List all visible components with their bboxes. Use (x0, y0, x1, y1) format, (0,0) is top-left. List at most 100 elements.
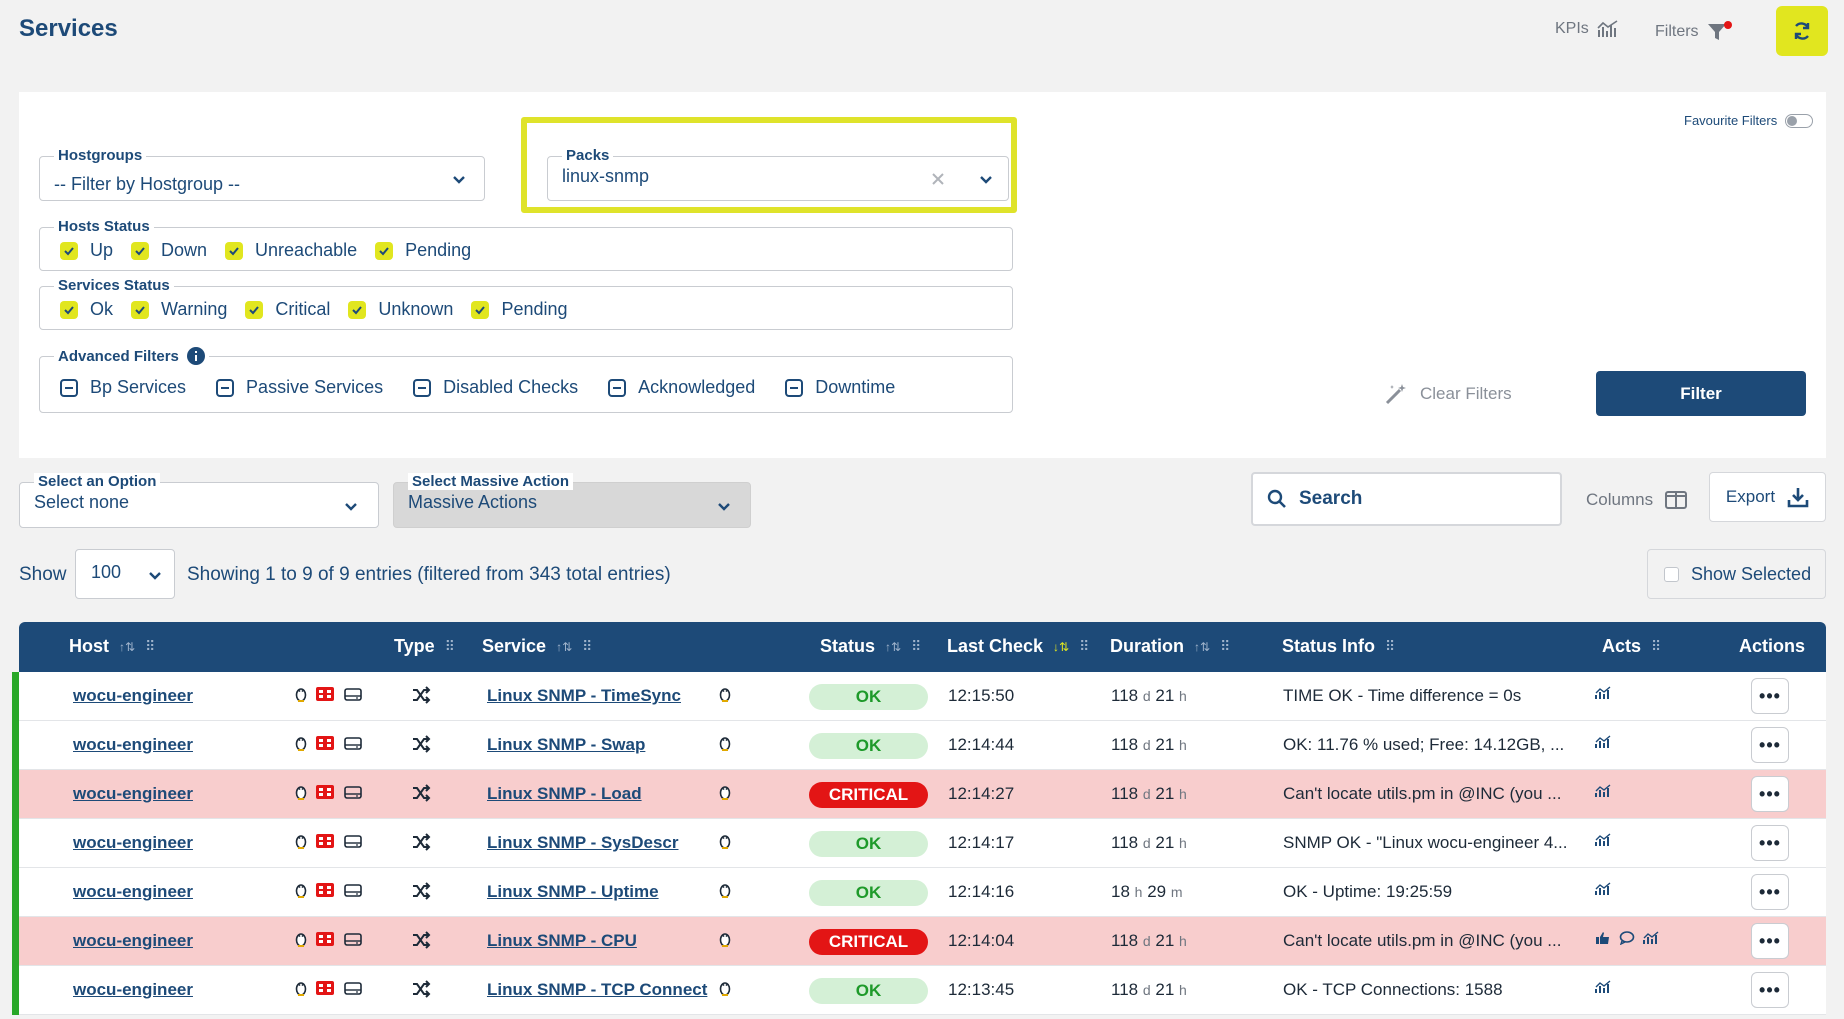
checkbox-disabled-checks[interactable]: Disabled Checks (413, 377, 578, 398)
checkbox-passive-services[interactable]: Passive Services (216, 377, 383, 398)
unchecked-icon (608, 378, 627, 397)
columns-label: Columns (1586, 490, 1654, 509)
show-selected-checkbox[interactable] (1664, 566, 1679, 582)
row-actions-button[interactable]: ••• (1751, 874, 1789, 910)
checkbox-host-down[interactable]: Down (131, 240, 207, 261)
checkbox-acknowledged[interactable]: Acknowledged (608, 377, 755, 398)
checkbox-service-unknown[interactable]: Unknown (348, 299, 453, 320)
host-link[interactable]: wocu-engineer (73, 931, 193, 950)
column-header-status-info[interactable]: Status Info ⠿ (1282, 636, 1395, 657)
clear-filters-button[interactable]: Clear Filters (1384, 382, 1512, 406)
chevron-down-icon (345, 503, 357, 511)
row-actions-button[interactable]: ••• (1751, 923, 1789, 959)
checkbox-service-pending[interactable]: Pending (471, 299, 568, 320)
checkbox-bp-services[interactable]: Bp Services (60, 377, 186, 398)
graph-icon[interactable] (1595, 686, 1611, 700)
graph-icon[interactable] (1595, 980, 1611, 994)
row-actions-button[interactable]: ••• (1751, 678, 1789, 714)
drag-handle-icon[interactable]: ⠿ (1651, 638, 1661, 654)
column-header-status[interactable]: Status ↑⇅ ⠿ (820, 636, 921, 657)
table-row[interactable]: wocu-engineer Linux SNMP - Load CRITICAL… (12, 770, 1826, 819)
hostgroups-select[interactable]: Hostgroups -- Filter by Hostgroup -- (39, 147, 485, 201)
drag-handle-icon[interactable]: ⠿ (911, 638, 921, 654)
checkbox-service-ok[interactable]: Ok (60, 299, 113, 320)
column-header-type[interactable]: Type ⠿ (394, 636, 455, 657)
drag-handle-icon[interactable]: ⠿ (145, 638, 155, 654)
column-header-host[interactable]: Host ↑⇅ ⠿ (69, 636, 155, 657)
drag-handle-icon[interactable]: ⠿ (1220, 638, 1230, 654)
page-size-select[interactable]: 100 (75, 549, 175, 599)
packs-select[interactable]: Packs linux-snmp (547, 147, 1009, 201)
graph-icon[interactable] (1595, 735, 1611, 749)
row-actions-button[interactable]: ••• (1751, 972, 1789, 1008)
service-link[interactable]: Linux SNMP - Swap (487, 735, 646, 754)
graph-icon[interactable] (1595, 784, 1611, 798)
host-link[interactable]: wocu-engineer (73, 735, 193, 754)
host-link[interactable]: wocu-engineer (73, 784, 193, 803)
comment-icon[interactable] (1619, 931, 1635, 945)
network-device-icon (316, 785, 334, 799)
column-title: Status Info (1282, 636, 1375, 656)
host-link[interactable]: wocu-engineer (73, 686, 193, 705)
checkbox-downtime[interactable]: Downtime (785, 377, 895, 398)
checkbox-host-unreachable[interactable]: Unreachable (225, 240, 357, 261)
column-header-duration[interactable]: Duration ↑⇅ ⠿ (1110, 636, 1230, 657)
massive-action-dropdown[interactable]: Select Massive Action Massive Actions (393, 473, 751, 528)
column-header-acts[interactable]: Acts ⠿ (1602, 636, 1661, 657)
show-selected-toggle[interactable]: Show Selected (1647, 549, 1826, 599)
export-button[interactable]: Export (1709, 472, 1826, 522)
select-option-dropdown[interactable]: Select an Option Select none (19, 473, 379, 528)
service-link[interactable]: Linux SNMP - CPU (487, 931, 637, 950)
refresh-button[interactable] (1776, 6, 1828, 56)
column-header-service[interactable]: Service ↑⇅ ⠿ (482, 636, 592, 657)
table-row[interactable]: wocu-engineer Linux SNMP - TimeSync OK 1… (12, 672, 1826, 721)
filters-link[interactable]: Filters (1655, 20, 1733, 44)
service-link[interactable]: Linux SNMP - Uptime (487, 882, 659, 901)
drag-handle-icon[interactable]: ⠿ (1385, 638, 1395, 654)
sort-desc-icon[interactable]: ↓⇅ (1053, 639, 1070, 654)
table-row[interactable]: wocu-engineer Linux SNMP - Swap OK 12:14… (12, 721, 1826, 770)
checkbox-service-critical[interactable]: Critical (245, 299, 330, 320)
network-device-icon (316, 834, 334, 848)
checkbox-service-warning[interactable]: Warning (131, 299, 227, 320)
columns-button[interactable]: Columns (1586, 490, 1688, 510)
host-link[interactable]: wocu-engineer (73, 882, 193, 901)
table-row[interactable]: wocu-engineer Linux SNMP - TCP Connect O… (12, 966, 1826, 1015)
service-link[interactable]: Linux SNMP - TimeSync (487, 686, 681, 705)
graph-icon[interactable] (1595, 882, 1611, 896)
table-row[interactable]: wocu-engineer Linux SNMP - Uptime OK 12:… (12, 868, 1826, 917)
info-icon[interactable] (186, 347, 205, 365)
filter-button[interactable]: Filter (1596, 371, 1806, 416)
row-actions-button[interactable]: ••• (1751, 776, 1789, 812)
row-actions-button[interactable]: ••• (1751, 825, 1789, 861)
advanced-filters-group: Advanced Filters Bp Services Passive Ser… (39, 347, 1013, 413)
search-input[interactable]: Search (1251, 472, 1562, 526)
drag-handle-icon[interactable]: ⠿ (444, 638, 455, 654)
table-row[interactable]: wocu-engineer Linux SNMP - SysDescr OK 1… (12, 819, 1826, 868)
service-link[interactable]: Linux SNMP - Load (487, 784, 642, 803)
host-link[interactable]: wocu-engineer (73, 980, 193, 999)
drag-handle-icon[interactable]: ⠿ (1079, 638, 1089, 654)
check-icon (348, 300, 367, 319)
clear-selection-icon[interactable] (930, 171, 946, 187)
sort-icon[interactable]: ↑⇅ (556, 639, 573, 654)
favourite-filters-toggle[interactable]: Favourite Filters (1684, 113, 1814, 128)
column-header-last-check[interactable]: Last Check ↓⇅ ⠿ (947, 636, 1089, 657)
checkbox-host-up[interactable]: Up (60, 240, 113, 261)
sort-icon[interactable]: ↑⇅ (1194, 639, 1211, 654)
service-link[interactable]: Linux SNMP - TCP Connect (487, 980, 708, 999)
drag-handle-icon[interactable]: ⠿ (582, 638, 592, 654)
sort-icon[interactable]: ↑⇅ (119, 639, 136, 654)
toggle-switch[interactable] (1785, 113, 1814, 128)
table-row[interactable]: wocu-engineer Linux SNMP - CPU CRITICAL … (12, 917, 1826, 966)
checkbox-host-pending[interactable]: Pending (375, 240, 471, 261)
graph-icon[interactable] (1643, 931, 1659, 945)
host-link[interactable]: wocu-engineer (73, 833, 193, 852)
sort-icon[interactable]: ↑⇅ (885, 639, 902, 654)
thumbs-up-icon[interactable] (1595, 931, 1611, 945)
service-link[interactable]: Linux SNMP - SysDescr (487, 833, 679, 852)
graph-icon[interactable] (1595, 833, 1611, 847)
row-actions-button[interactable]: ••• (1751, 727, 1789, 763)
kpis-link[interactable]: KPIs (1555, 20, 1619, 38)
host-icons (295, 735, 363, 751)
